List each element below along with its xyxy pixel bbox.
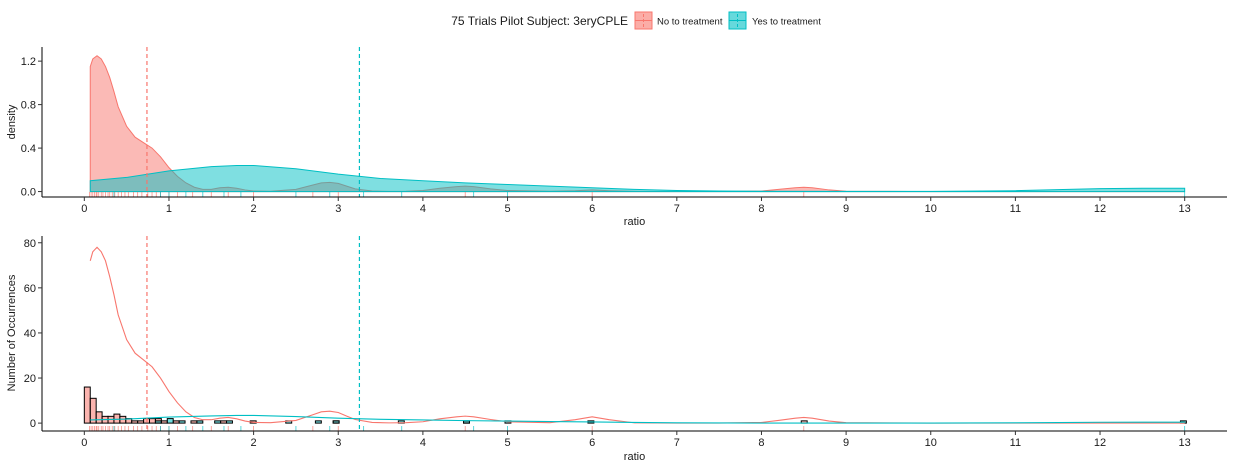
density-x-tick-label-1: 1 xyxy=(166,203,172,215)
histogram-y-tick-label-4: 80 xyxy=(24,238,36,250)
histogram-bar-no-to-treatment-13 xyxy=(160,420,168,424)
density-x-tick-label-13: 13 xyxy=(1179,203,1191,215)
histogram-bar-yes-to-treatment-1 xyxy=(166,418,174,424)
density-x-tick-label-2: 2 xyxy=(251,203,257,215)
histogram-x-tick-label-2: 2 xyxy=(251,437,257,449)
density-x-tick-label-7: 7 xyxy=(674,203,680,215)
histogram-x-tick-label-7: 7 xyxy=(674,437,680,449)
density-x-ticks: 0 1 2 3 4 5 6 7 8 9 10 11 12 13 xyxy=(81,197,1191,215)
histogram-y-tick-label-3: 60 xyxy=(24,283,36,295)
histogram-y-tick-label-2: 40 xyxy=(24,328,36,340)
density-x-axis-title: ratio xyxy=(624,216,645,228)
histogram-x-tick-label-0: 0 xyxy=(81,437,87,449)
histogram-bar-yes-to-treatment-8 xyxy=(332,420,340,424)
histogram-bar-yes-to-treatment-0 xyxy=(154,420,162,424)
density-y-tick-label-0: 0.0 xyxy=(21,187,36,199)
histogram-bar-no-to-treatment-2 xyxy=(95,411,103,424)
histogram-bar-yes-to-treatment-3 xyxy=(196,420,204,424)
density-x-tick-label-6: 6 xyxy=(589,203,595,215)
histogram-y-ticks: 0 20 40 60 80 xyxy=(24,238,42,430)
legend-item-no: No to treatment xyxy=(634,11,723,30)
histogram-bar-no-to-treatment-8 xyxy=(131,420,139,424)
histogram-bars xyxy=(83,386,1187,424)
histogram-x-tick-label-11: 11 xyxy=(1010,437,1021,449)
density-y-ticks: 0.0 0.4 0.8 1.2 xyxy=(21,56,42,199)
density-rug xyxy=(89,192,1186,197)
histogram-x-tick-label-12: 12 xyxy=(1094,437,1106,449)
density-x-tick-label-10: 10 xyxy=(925,203,937,215)
histogram-bar-yes-to-treatment-7 xyxy=(314,420,322,424)
legend: 75 Trials Pilot Subject: 3eryCPLE No to … xyxy=(451,11,821,30)
histogram-x-tick-label-9: 9 xyxy=(843,437,849,449)
density-y-tick-label-2: 0.8 xyxy=(21,100,36,112)
density-mean-lines xyxy=(146,47,361,197)
histogram-y-tick-label-0: 0 xyxy=(30,418,36,430)
histogram-y-axis-title: Number of Occurrences xyxy=(6,274,18,391)
histogram-x-tick-label-5: 5 xyxy=(504,437,510,449)
density-x-tick-label-12: 12 xyxy=(1094,203,1106,215)
histogram-bar-yes-to-treatment-4 xyxy=(214,420,222,424)
histogram-bar-no-to-treatment-1 xyxy=(89,397,97,424)
histogram-x-tick-label-10: 10 xyxy=(925,437,937,449)
histogram-bar-yes-to-treatment-2 xyxy=(178,420,186,424)
histogram-rug xyxy=(89,426,1186,431)
histogram-x-tick-label-6: 6 xyxy=(589,437,595,449)
density-y-axis-title: density xyxy=(6,104,18,139)
histogram-x-tick-label-1: 1 xyxy=(166,437,172,449)
histogram-bar-no-to-treatment-0 xyxy=(83,386,91,424)
density-x-tick-label-4: 4 xyxy=(420,203,426,215)
histogram-bar-no-to-treatment-9 xyxy=(137,420,145,424)
legend-label-no: No to treatment xyxy=(657,17,723,28)
histogram-mean-lines xyxy=(146,236,361,431)
histogram-density-lines xyxy=(89,246,1185,424)
histogram-x-tick-label-8: 8 xyxy=(758,437,764,449)
density-x-tick-label-9: 9 xyxy=(843,203,849,215)
histogram-density-line-yes-to-treatment xyxy=(90,414,1185,424)
histogram-density-line-no-to-treatment xyxy=(89,246,1185,424)
density-x-tick-label-5: 5 xyxy=(504,203,510,215)
density-area-yes-to-treatment xyxy=(89,164,1186,193)
density-x-tick-label-0: 0 xyxy=(81,203,87,215)
histogram-bar-no-to-treatment-14 xyxy=(172,420,180,424)
histogram-bar-yes-to-treatment-5 xyxy=(226,420,233,424)
histogram-x-tick-label-4: 4 xyxy=(420,437,426,449)
density-x-tick-label-3: 3 xyxy=(335,203,341,215)
legend-item-yes: Yes to treatment xyxy=(728,11,821,30)
legend-title: 75 Trials Pilot Subject: 3eryCPLE xyxy=(451,14,628,28)
density-x-tick-label-11: 11 xyxy=(1010,203,1021,215)
histogram-bar-no-to-treatment-11 xyxy=(148,418,156,424)
histogram-bar-no-to-treatment-5 xyxy=(113,413,121,424)
density-panel: 0 1 2 3 4 5 6 7 8 9 10 11 12 13 0.00.40.81.2 ratio de… xyxy=(6,47,1227,228)
histogram-y-tick-label-1: 20 xyxy=(24,373,36,385)
histogram-x-ticks: 0 1 2 3 4 5 6 7 8 9 10 11 12 13 xyxy=(81,431,1191,449)
histogram-x-tick-label-3: 3 xyxy=(335,437,341,449)
density-x-tick-label-8: 8 xyxy=(758,203,764,215)
histogram-bar-no-to-treatment-16 xyxy=(220,420,228,424)
legend-label-yes: Yes to treatment xyxy=(752,17,821,28)
histogram-x-axis-title: ratio xyxy=(624,451,645,463)
histogram-bar-no-to-treatment-15 xyxy=(190,420,198,424)
density-areas xyxy=(89,55,1186,193)
density-y-tick-label-1: 0.4 xyxy=(21,143,36,155)
histogram-x-tick-label-13: 13 xyxy=(1179,437,1191,449)
density-y-tick-label-3: 1.2 xyxy=(21,56,36,68)
